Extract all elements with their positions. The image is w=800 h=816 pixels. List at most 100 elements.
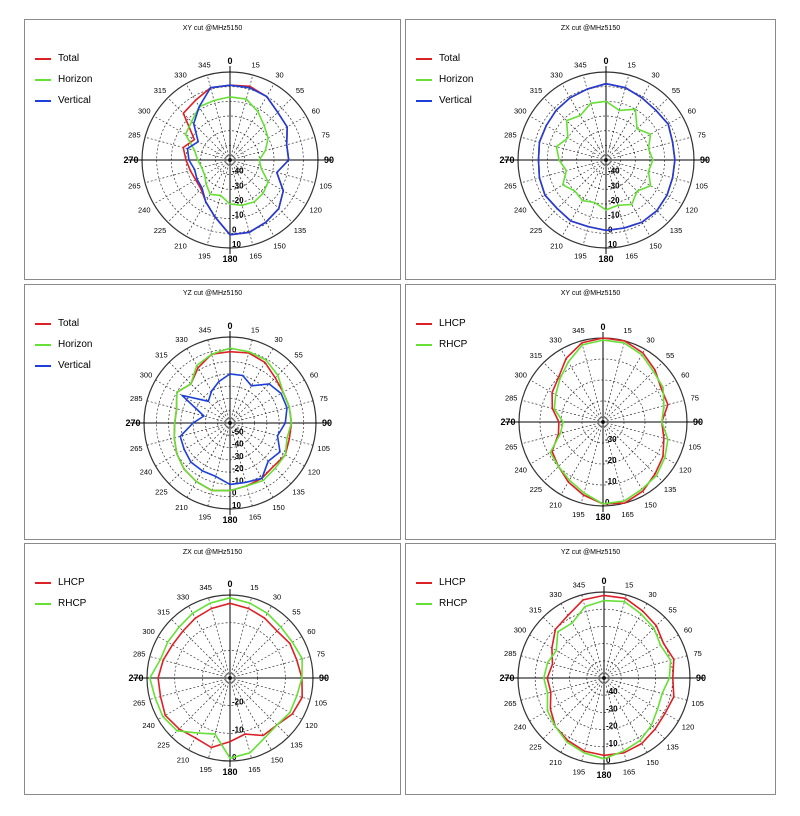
radial-tick-label: 0 — [606, 756, 611, 765]
legend-item: LHCP — [35, 572, 86, 593]
chart-title: XY cut @MHz5150 — [182, 25, 243, 32]
angle-tick-label: 55 — [294, 350, 302, 359]
radial-tick-label: 0 — [232, 225, 237, 234]
angle-tick-label: 55 — [666, 351, 674, 360]
grid-spoke — [580, 421, 604, 504]
grid-spoke — [229, 361, 292, 424]
angle-tick-label: 265 — [128, 182, 141, 191]
grid-spoke — [185, 159, 231, 237]
angle-tick-label: 285 — [133, 650, 146, 659]
angle-tick-label: 265 — [504, 182, 517, 191]
angle-tick-label: 180 — [596, 770, 611, 780]
legend-label: Vertical — [58, 95, 91, 106]
grid-spoke — [581, 677, 605, 762]
series-line — [543, 599, 672, 760]
angle-tick-label: 0 — [227, 56, 232, 66]
grid-spoke — [603, 677, 679, 722]
angle-tick-label: 210 — [177, 755, 190, 764]
angle-tick-label: 240 — [514, 466, 527, 475]
angle-tick-label: 300 — [514, 371, 527, 380]
series-line — [157, 602, 304, 749]
grid-spoke — [529, 677, 605, 722]
angle-tick-label: 195 — [573, 768, 586, 777]
grid-spoke — [605, 159, 692, 184]
series-line — [546, 594, 675, 757]
legend-swatch — [416, 343, 432, 346]
angle-tick-label: 150 — [273, 242, 286, 251]
radial-tick-label: -30 — [606, 704, 618, 713]
legend-swatch — [416, 99, 432, 102]
radial-tick-label: -40 — [232, 167, 244, 176]
chart-panel: XY cut @MHz5150 -40 -30 -20 -10 0 10 0 15 30 55 60… — [24, 19, 401, 280]
grid-spoke — [580, 340, 604, 423]
angle-tick-label: 75 — [320, 394, 328, 403]
chart-title: ZX cut @MHz5150 — [560, 25, 621, 32]
grid-spoke — [520, 159, 607, 184]
radial-tick-label: -10 — [608, 211, 620, 220]
grid-spoke — [605, 159, 630, 246]
grid-spoke — [229, 74, 254, 161]
angle-tick-label: 225 — [154, 226, 167, 235]
grid-spoke — [229, 83, 275, 161]
legend: LHCP RHCP — [416, 313, 467, 355]
angle-tick-label: 315 — [155, 350, 168, 359]
angle-tick-label: 105 — [315, 698, 328, 707]
legend-swatch — [35, 343, 51, 346]
angle-tick-label: 75 — [691, 393, 699, 402]
angle-tick-label: 300 — [140, 371, 153, 380]
angle-tick-label: 225 — [530, 226, 543, 235]
angle-tick-label: 285 — [505, 393, 518, 402]
grid-spoke — [520, 136, 607, 161]
angle-tick-label: 30 — [274, 335, 282, 344]
grid-spoke — [146, 400, 231, 424]
grid-spoke — [144, 159, 231, 184]
legend-swatch — [35, 99, 51, 102]
polar-chart: -40 -30 -20 -10 0 0 15 30 55 60 75 90 105 120 135 150 16… — [499, 576, 706, 780]
chart-title: YZ cut @MHz5150 — [560, 549, 621, 556]
series-line — [549, 339, 669, 505]
angle-tick-label: 180 — [222, 767, 237, 777]
legend-item: Vertical — [416, 90, 473, 111]
angle-tick-label: 210 — [175, 503, 188, 512]
angle-tick-label: 345 — [573, 580, 586, 589]
angle-tick-label: 30 — [275, 70, 283, 79]
legend-item: Vertical — [35, 355, 92, 376]
angle-tick-label: 75 — [694, 649, 702, 658]
legend-label: Horizon — [58, 74, 93, 85]
grid-spoke — [171, 619, 231, 679]
angle-tick-label: 30 — [646, 336, 654, 345]
legend: LHCP RHCP — [35, 572, 86, 614]
legend: Total Horizon Vertical — [35, 48, 92, 111]
angle-tick-label: 195 — [199, 513, 212, 522]
angle-tick-label: 315 — [530, 351, 543, 360]
angle-tick-label: 60 — [307, 627, 315, 636]
radial-tick-label: -40 — [606, 687, 618, 696]
angle-tick-label: 285 — [504, 649, 517, 658]
grid-spoke — [144, 136, 231, 161]
angle-tick-label: 135 — [294, 226, 307, 235]
angle-tick-label: 55 — [296, 86, 304, 95]
angle-tick-label: 120 — [309, 206, 322, 215]
grid-spoke — [229, 677, 252, 759]
angle-tick-label: 120 — [308, 468, 321, 477]
series-line — [173, 347, 293, 492]
grid-spoke — [530, 421, 604, 465]
angle-tick-label: 285 — [128, 130, 141, 139]
legend-swatch — [416, 78, 432, 81]
radial-tick-label: -20 — [232, 196, 244, 205]
radial-tick-label: -20 — [232, 464, 244, 473]
grid-spoke — [603, 603, 648, 679]
grid-spoke — [188, 677, 231, 751]
angle-tick-label: 60 — [310, 371, 318, 380]
grid-spoke — [229, 159, 254, 246]
legend-label: LHCP — [439, 577, 466, 588]
grid-spoke — [602, 349, 646, 423]
radial-tick-label: 0 — [232, 489, 237, 498]
radial-tick-label: -40 — [232, 440, 244, 449]
grid-spoke — [543, 421, 604, 482]
legend-swatch — [416, 322, 432, 325]
grid-spoke — [171, 677, 231, 737]
series-line — [179, 373, 288, 486]
grid-spoke — [229, 159, 275, 237]
radial-tick-label: -30 — [232, 181, 244, 190]
